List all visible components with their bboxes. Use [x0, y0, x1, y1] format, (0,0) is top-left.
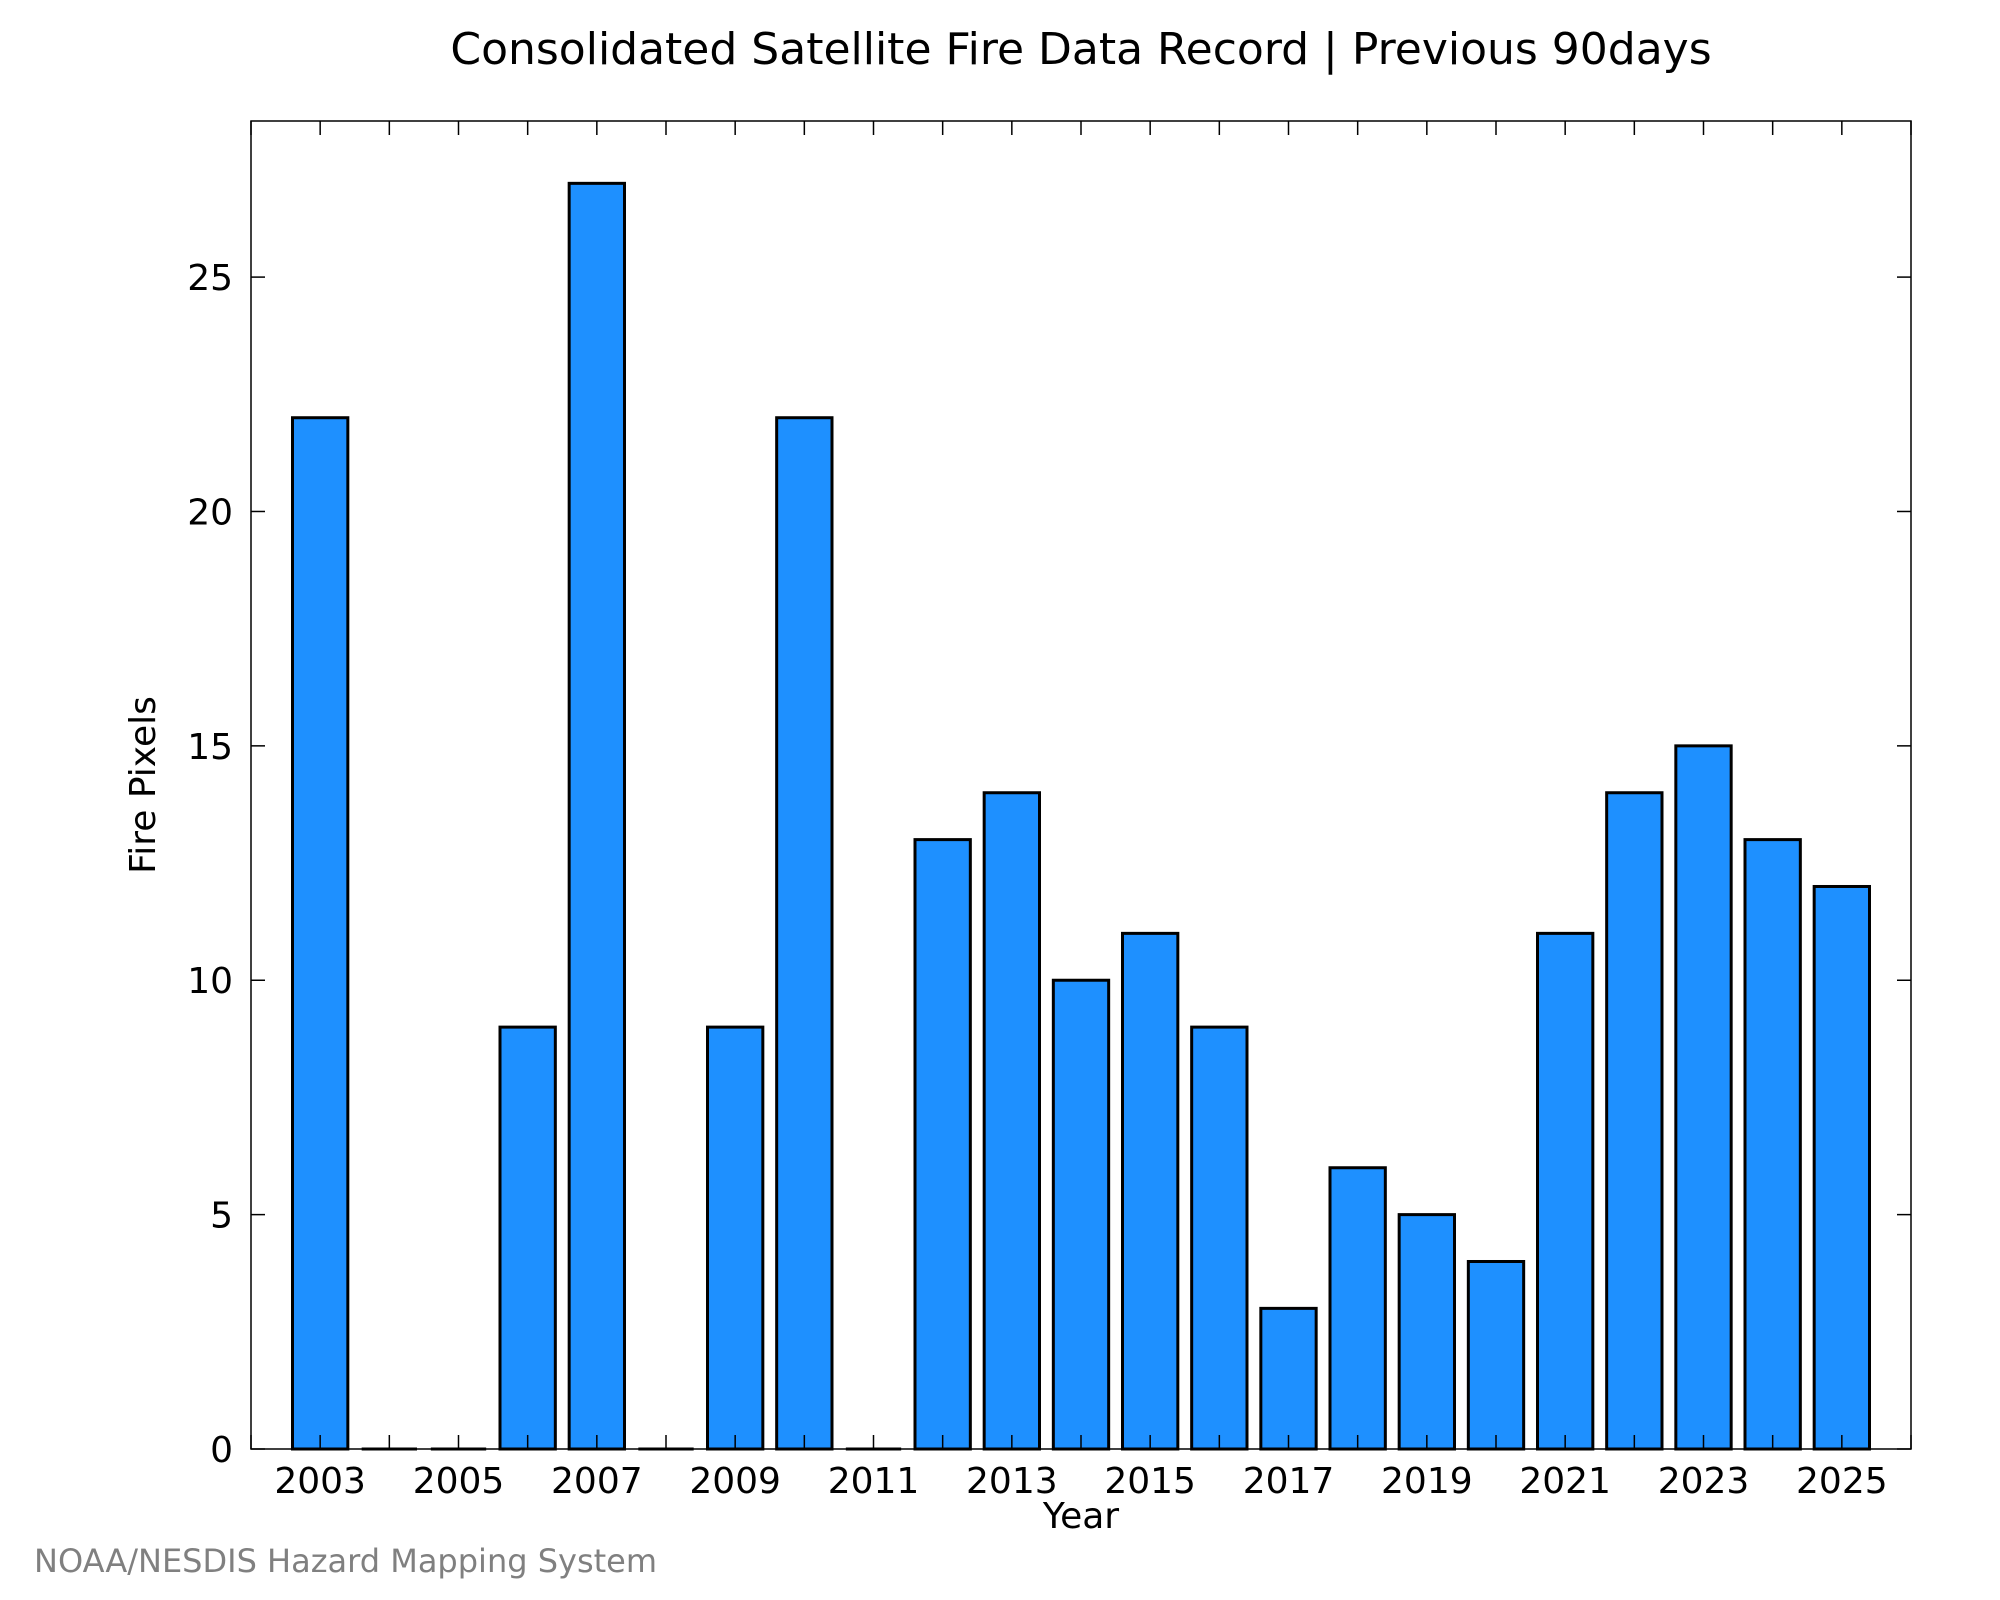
y-tick-label: 0	[210, 1430, 233, 1471]
x-tick-label: 2013	[966, 1461, 1058, 1502]
y-tick-label: 10	[187, 961, 233, 1002]
bar-2022	[1605, 791, 1664, 1451]
credit-text: NOAA/NESDIS Hazard Mapping System	[34, 1542, 657, 1580]
y-tick-label: 20	[187, 492, 233, 533]
x-tick-label: 2007	[551, 1461, 643, 1502]
y-tick-label: 25	[187, 258, 233, 299]
bar-2010	[775, 416, 834, 1451]
x-tick-label: 2023	[1658, 1461, 1750, 1502]
x-tick-label: 2011	[828, 1461, 920, 1502]
chart-title: Consolidated Satellite Fire Data Record …	[450, 24, 1711, 75]
x-tick-label: 2009	[689, 1461, 781, 1502]
bar-2013	[982, 791, 1042, 1451]
bars-group	[291, 181, 1871, 1451]
x-tick-label: 2017	[1243, 1461, 1335, 1502]
bar-2018	[1328, 1166, 1387, 1451]
x-axis-label: Year	[1042, 1496, 1119, 1537]
bar-2006	[498, 1025, 557, 1451]
y-axis-label: Fire Pixels	[123, 696, 164, 874]
bar-2015	[1121, 931, 1180, 1451]
bar-2020	[1466, 1259, 1526, 1451]
bar-2025	[1812, 884, 1871, 1451]
x-tick-label: 2003	[274, 1461, 366, 1502]
x-tick-label: 2019	[1381, 1461, 1473, 1502]
bar-2016	[1190, 1025, 1249, 1451]
bar-2009	[706, 1025, 765, 1451]
bar-2014	[1051, 978, 1111, 1451]
x-tick-label: 2021	[1519, 1461, 1611, 1502]
bar-2021	[1536, 931, 1595, 1451]
y-tick-label: 15	[187, 727, 233, 768]
x-tick-label: 2015	[1104, 1461, 1196, 1502]
bar-2023	[1674, 744, 1733, 1451]
bar-2019	[1397, 1213, 1456, 1451]
bar-2003	[291, 416, 350, 1451]
x-tick-label: 2025	[1796, 1461, 1888, 1502]
x-tick-label: 2005	[413, 1461, 505, 1502]
bar-2024	[1743, 838, 1802, 1451]
plot-frame	[250, 120, 1912, 1450]
bar-2007	[567, 181, 627, 1451]
ticks-group: 2003 2005 2007 2009 2011 2013 2015 2017 2019 2021…	[187, 121, 1912, 1502]
bar-2017	[1259, 1306, 1318, 1451]
bar-2012	[913, 838, 972, 1451]
y-tick-label: 5	[210, 1196, 233, 1237]
